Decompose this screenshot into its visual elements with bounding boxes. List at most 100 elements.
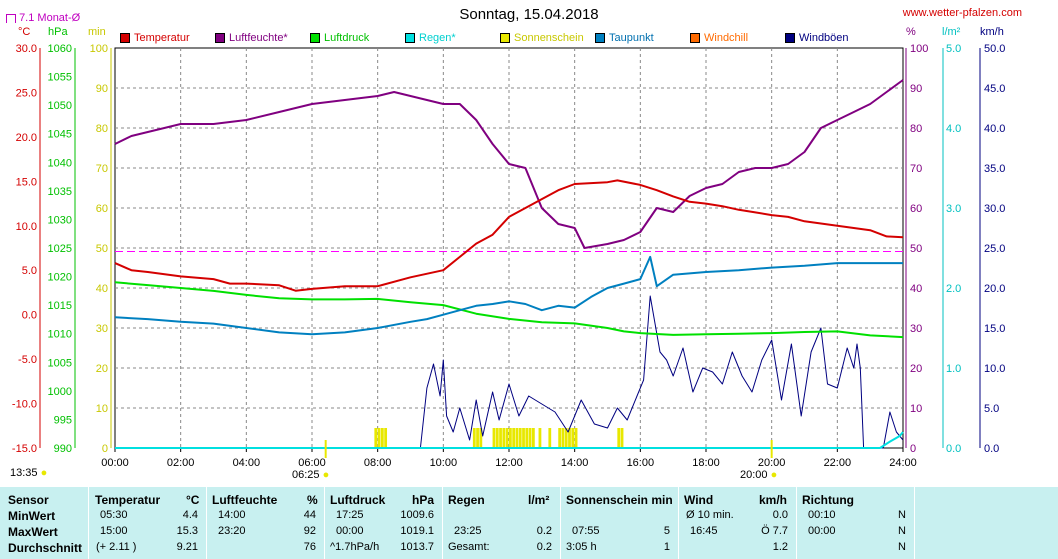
x-tick-label: 20:00 <box>758 457 786 469</box>
sun-axis-label: 100 <box>90 43 108 55</box>
table-divider <box>560 487 561 559</box>
pressure-axis-label: 1025 <box>48 243 72 255</box>
legend-swatch <box>120 33 130 43</box>
humidity-axis-label: 60 <box>910 203 922 215</box>
legend-swatch <box>595 33 605 43</box>
sunshine-bar <box>492 428 496 448</box>
sunshine-bar <box>522 428 525 448</box>
pressure-axis-label: 1030 <box>48 214 72 226</box>
header-direction: Richtung <box>802 493 854 507</box>
sun-axis-label: 90 <box>96 83 108 95</box>
pressure-axis-label: 1035 <box>48 186 72 198</box>
wind-axis-label: 40.0 <box>984 123 1005 135</box>
legend-item-windchill: Windchill <box>690 32 785 44</box>
pressure-axis-label: 1040 <box>48 157 72 169</box>
legend-label: Sonnenschein <box>514 32 584 44</box>
rain-time: 23:25 <box>454 525 482 537</box>
summary-table: Sensor Temperatur °C Luftfeuchte % Luftd… <box>0 487 1058 559</box>
sunshine-bar <box>502 428 506 448</box>
wind-axis-label: 35.0 <box>984 163 1005 175</box>
rain-axis-label: 1.0 <box>946 363 961 375</box>
series-line-regen <box>115 431 904 449</box>
table-divider <box>324 487 325 559</box>
legend-label: Regen* <box>419 32 456 44</box>
hum-value: 44 <box>303 509 316 521</box>
sun-icon: ● <box>770 469 778 481</box>
wind-axis-label: 45.0 <box>984 83 1005 95</box>
header-temp: Temperatur <box>95 493 161 507</box>
sun-time: 3:05 h <box>566 541 597 553</box>
legend-item-luftfeuchte: Luftfeuchte* <box>215 32 310 44</box>
temp-axis-label: -5.0 <box>18 354 37 366</box>
sun-axis-label: 50 <box>96 243 108 255</box>
temp-axis-label: 5.0 <box>22 265 37 277</box>
sun-icon: ● <box>40 467 48 479</box>
pressure-axis-label: 1005 <box>48 357 72 369</box>
legend-label: Windböen <box>799 32 849 44</box>
x-tick-label: 12:00 <box>495 457 523 469</box>
table-divider <box>914 487 915 559</box>
x-tick-label: 18:00 <box>692 457 720 469</box>
humidity-axis-label: 70 <box>910 163 922 175</box>
sunshine-bar <box>479 428 483 448</box>
x-tick-label: 04:00 <box>233 457 261 469</box>
x-tick-label: 00:00 <box>101 457 129 469</box>
header-sun: Sonnenschein min <box>566 493 673 507</box>
hum-time: 14:00 <box>218 509 246 521</box>
wind-axis-label: 30.0 <box>984 203 1005 215</box>
wind-axis-label: 50.0 <box>984 43 1005 55</box>
unit-sun: min <box>88 26 106 38</box>
x-tick-label: 10:00 <box>430 457 458 469</box>
pressure-axis-label: 1020 <box>48 272 72 284</box>
sunshine-bar <box>509 428 512 448</box>
sunshine-bar <box>505 428 509 448</box>
sun-value: 5 <box>663 525 670 537</box>
pressure-axis-label: 1050 <box>48 100 72 112</box>
sun-axis-label: 10 <box>96 403 108 415</box>
table-divider <box>796 487 797 559</box>
legend-item-regen: Regen* <box>405 32 500 44</box>
header-rain: Regen <box>448 493 485 507</box>
temp-axis-label: 10.0 <box>16 221 37 233</box>
pressure-axis-label: 1045 <box>48 129 72 141</box>
header-rain-unit: l/m² <box>528 493 550 507</box>
press-value: 1009.6 <box>400 509 434 521</box>
wind-value: 1.2 <box>772 541 788 553</box>
month-average-label: 7.1 Monat-Ø <box>6 12 80 24</box>
wind-axis-label: 20.0 <box>984 283 1005 295</box>
legend-label: Luftfeuchte* <box>229 32 288 44</box>
x-tick-label: 02:00 <box>167 457 195 469</box>
humidity-axis-label: 0 <box>910 443 916 455</box>
temp-time: (+ 2.11 ) <box>96 541 137 553</box>
sunshine-bar <box>571 428 575 448</box>
header-pressure: Luftdruck <box>330 493 386 507</box>
legend-label: Luftdruck <box>324 32 370 44</box>
dir-value: N <box>898 509 906 521</box>
rain-axis-label: 5.0 <box>946 43 961 55</box>
temp-axis-label: 15.0 <box>16 176 37 188</box>
sunshine-bar <box>380 428 384 448</box>
temp-axis-label: 25.0 <box>16 87 37 99</box>
x-tick-label: 22:00 <box>824 457 852 469</box>
source-link[interactable]: www.wetter-pfalzen.com <box>902 7 1022 19</box>
unit-pressure: hPa <box>48 26 68 38</box>
sunshine-bar <box>538 428 542 448</box>
sunset-label: 20:00 ● <box>740 469 777 481</box>
rain-value: 0.2 <box>536 525 552 537</box>
rain-axis-label: 0.0 <box>946 443 961 455</box>
dir-time: 00:10 <box>808 509 836 521</box>
series-line-temperatur <box>114 179 904 292</box>
humidity-axis-label: 90 <box>910 83 922 95</box>
legend-swatch <box>405 33 415 43</box>
rain-axis-label: 4.0 <box>946 123 961 135</box>
press-time: ^1.7hPa/h <box>330 541 380 553</box>
x-tick-label: 08:00 <box>364 457 392 469</box>
sunshine-bar <box>512 428 516 448</box>
legend-swatch <box>785 33 795 43</box>
x-tick-label: 14:00 <box>561 457 589 469</box>
humidity-axis-label: 30 <box>910 323 922 335</box>
header-humidity: Luftfeuchte <box>212 493 278 507</box>
table-divider <box>206 487 207 559</box>
dir-time: 00:00 <box>808 525 836 537</box>
temp-time: 05:30 <box>100 509 128 521</box>
